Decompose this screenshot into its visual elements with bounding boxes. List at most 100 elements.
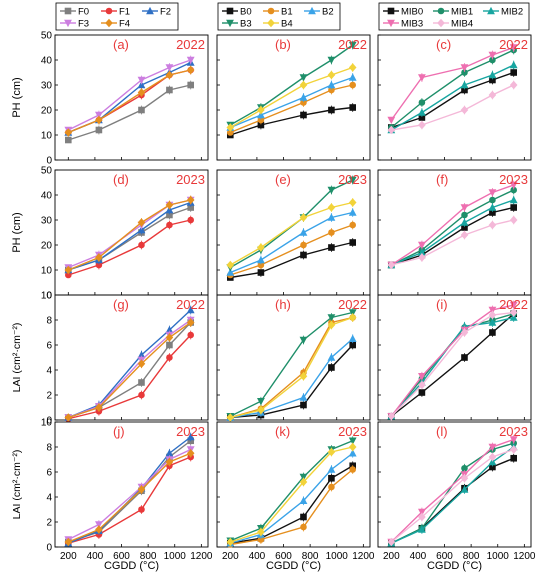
series-f2 — [64, 305, 195, 421]
legend-item-mib1: MIB1 — [433, 7, 473, 18]
panel-k: 200 400 600 800 1000 1200 (k) 2023 — [216, 421, 375, 562]
data-point — [257, 105, 265, 115]
data-point — [328, 244, 335, 251]
data-point — [328, 364, 335, 371]
x-tick-label: 800 — [463, 551, 480, 562]
x-tick-label: 1200 — [190, 551, 213, 562]
data-point — [387, 411, 396, 421]
data-point — [460, 218, 469, 226]
data-point — [509, 436, 518, 444]
data-point — [138, 241, 145, 249]
panel-year: 2023 — [338, 424, 367, 439]
series-line — [68, 199, 191, 269]
panel-year: 2022 — [499, 37, 528, 52]
data-point — [327, 56, 336, 65]
data-point — [257, 243, 265, 252]
data-point — [187, 204, 195, 211]
series-b4 — [226, 63, 357, 132]
y-tick-label: 50 — [41, 31, 53, 42]
data-point — [489, 209, 496, 216]
data-point — [509, 308, 518, 317]
y-axis-label-ph: PH (cm) — [11, 77, 23, 117]
data-point — [227, 129, 234, 136]
data-point — [300, 513, 307, 521]
panel-year: 2022 — [338, 37, 367, 52]
data-point — [328, 483, 335, 491]
y-tick-label: 10 — [41, 266, 53, 277]
x-tick-label: 1000 — [326, 551, 349, 562]
data-point — [299, 80, 308, 90]
data-point — [348, 449, 357, 457]
data-point — [460, 204, 469, 212]
data-point — [166, 341, 173, 349]
panel-a: 0 10 20 30 40 50 (a) 2022 — [41, 31, 209, 167]
panel-year: 2023 — [499, 172, 528, 187]
data-point — [137, 88, 146, 97]
series-f0 — [65, 80, 195, 144]
series-f2 — [64, 432, 195, 547]
legend-marker — [437, 18, 445, 28]
series-b2 — [226, 73, 357, 131]
data-point — [460, 105, 469, 115]
data-point — [488, 457, 497, 466]
data-point — [187, 331, 195, 339]
data-point — [509, 80, 518, 90]
plot-frame — [377, 294, 532, 421]
x-tick-label: 600 — [436, 551, 453, 562]
series-f4 — [64, 448, 195, 547]
data-point — [509, 44, 518, 52]
data-point — [348, 437, 357, 445]
data-point — [418, 241, 426, 250]
legend-left: F0 F1 F2 F3 F4 — [55, 2, 179, 31]
panel-b: (b) 2022 — [216, 34, 371, 161]
data-point — [165, 200, 174, 210]
data-point — [186, 56, 195, 65]
series-line — [390, 442, 514, 544]
panel-label: (l) — [436, 424, 448, 439]
series-line — [391, 446, 515, 544]
legend-label: B1 — [281, 7, 293, 18]
y-tick-label: 2 — [46, 518, 52, 529]
x-axis-label: CGDD (°C) — [104, 560, 159, 572]
series-line — [390, 313, 515, 417]
legend-marker — [267, 7, 275, 15]
data-point — [299, 477, 308, 487]
series-line — [68, 69, 191, 134]
legend-marker — [64, 7, 72, 15]
data-point — [348, 73, 357, 81]
data-point — [186, 432, 195, 441]
series-line — [230, 338, 354, 419]
data-point — [489, 76, 496, 84]
data-point — [328, 86, 335, 94]
panel-label: (c) — [436, 37, 451, 52]
plot-frame — [377, 34, 532, 161]
data-point — [226, 268, 235, 276]
data-point — [300, 99, 307, 106]
data-point — [257, 405, 265, 415]
data-point — [257, 116, 265, 124]
data-point — [299, 213, 308, 222]
data-point — [509, 445, 518, 454]
series-b4 — [226, 198, 357, 270]
data-point — [165, 205, 174, 214]
data-point — [418, 74, 426, 82]
panel-year: 2022 — [338, 297, 367, 312]
plot-frame — [377, 169, 532, 296]
panel-e: (e) 2023 — [216, 169, 371, 296]
data-point — [137, 350, 146, 359]
legend-label: F0 — [78, 7, 89, 18]
data-point — [387, 260, 396, 270]
data-point — [300, 401, 307, 409]
data-point — [165, 457, 174, 467]
data-point — [460, 64, 469, 72]
data-point — [186, 65, 195, 75]
data-point — [166, 221, 173, 229]
x-tick-label: 400 — [410, 551, 427, 562]
panel-label: (b) — [275, 37, 291, 52]
series-b1 — [227, 313, 357, 421]
y-tick-label: 0 — [46, 543, 52, 554]
series-b3 — [226, 40, 357, 130]
data-point — [348, 334, 357, 343]
data-point — [509, 181, 518, 190]
